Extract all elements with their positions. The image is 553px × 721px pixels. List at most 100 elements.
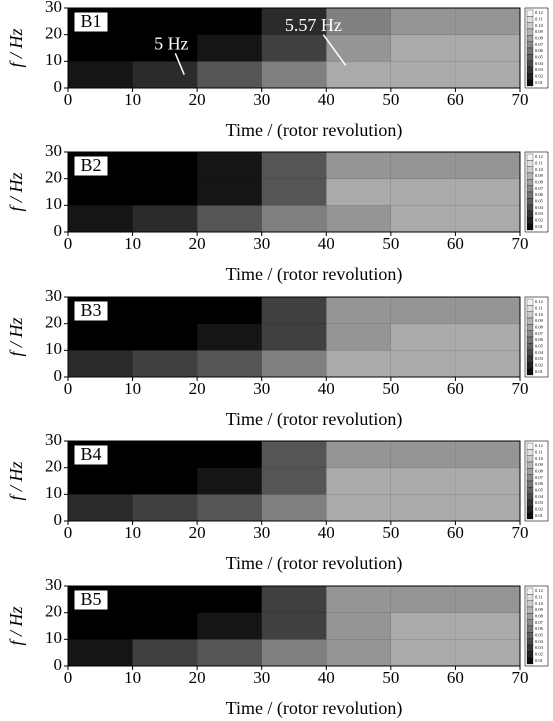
x-tick-label: 30 (253, 234, 270, 253)
colorbar-cell (526, 9, 534, 17)
heat-cell (326, 297, 391, 324)
heat-cell (68, 467, 133, 495)
colorbar-label: 0.02 (535, 507, 543, 512)
y-tick-label: 30 (45, 430, 62, 449)
y-tick-label: 0 (54, 366, 63, 385)
colorbar-label: 0.09 (535, 318, 544, 323)
x-tick-label: 50 (382, 523, 399, 542)
x-tick-label: 40 (318, 668, 335, 687)
heat-cell (261, 61, 327, 88)
colorbar-label: 0.08 (535, 36, 544, 41)
colorbar-label: 0.07 (535, 331, 544, 336)
y-tick-label: 10 (45, 339, 62, 358)
heat-cell (455, 586, 520, 613)
heat-cell (326, 205, 391, 232)
colorbar-label: 0.11 (535, 306, 543, 311)
colorbar-label: 0.07 (535, 620, 544, 625)
colorbar-label: 0.06 (535, 481, 544, 486)
colorbar-label: 0.11 (535, 450, 543, 455)
annotation-arrow (322, 34, 347, 66)
colorbar-label: 0.07 (535, 186, 544, 191)
colorbar-cell (526, 179, 534, 186)
y-axis-label: f / Hz (6, 606, 26, 645)
heat-cell (326, 178, 391, 206)
x-tick-label: 30 (253, 523, 270, 542)
x-tick-label: 10 (124, 523, 141, 542)
heat-cell (197, 61, 262, 88)
heat-cell (197, 612, 262, 640)
colorbar-cell (526, 16, 534, 23)
heat-cell (455, 8, 520, 35)
heat-cell (455, 152, 520, 179)
heat-cell (132, 350, 198, 377)
heat-cell (261, 350, 327, 377)
colorbar-cell (526, 198, 534, 205)
heat-cell (197, 639, 262, 666)
heat-cell (390, 205, 456, 232)
colorbar-cell (526, 185, 534, 193)
plot-frame (67, 151, 521, 233)
colorbar-label: 0.02 (535, 74, 543, 79)
heat-cell (68, 61, 133, 88)
colorbar-cell (526, 461, 534, 469)
heat-cell (455, 441, 520, 468)
x-tick-label: 0 (64, 234, 73, 253)
colorbar-cell (526, 349, 534, 357)
heat-cell (261, 639, 327, 666)
colorbar-cell (526, 324, 534, 331)
heat-cell (197, 467, 262, 495)
y-tick-label: 30 (45, 0, 62, 16)
colorbar-cell (526, 512, 534, 520)
colorbar-cell (526, 22, 534, 30)
colorbar-cell (526, 594, 534, 601)
x-tick-label: 20 (189, 523, 206, 542)
x-tick-label: 60 (447, 668, 464, 687)
annotation-arrow (174, 53, 185, 75)
x-axis-label: Time / (rotor revolution) (226, 553, 403, 574)
x-tick-label: 70 (512, 234, 529, 253)
colorbar-label: 0.10 (535, 167, 544, 172)
x-tick-label: 0 (64, 379, 73, 398)
colorbar-cell (526, 632, 534, 639)
heat-cell (197, 441, 262, 468)
heat-cell (390, 34, 456, 62)
heat-cell (455, 612, 520, 640)
colorbar-cell (526, 330, 534, 338)
colorbar-cell (526, 480, 534, 488)
heat-cell (455, 297, 520, 324)
colorbar-cell (526, 153, 534, 161)
heat-cell (455, 350, 520, 377)
colorbar-frame (524, 151, 549, 233)
x-tick-label: 50 (382, 668, 399, 687)
x-axis-label: Time / (rotor revolution) (226, 264, 403, 285)
colorbar-label: 0.09 (535, 462, 544, 467)
heat-cell (261, 152, 327, 179)
colorbar-cell (526, 619, 534, 627)
x-tick-label: 10 (124, 234, 141, 253)
heat-cell (390, 297, 456, 324)
heat-cell (132, 494, 198, 521)
heat-cell (197, 8, 262, 35)
heat-cell (68, 494, 133, 521)
x-tick-label: 40 (318, 90, 335, 109)
panel-label: B2 (80, 155, 101, 175)
colorbar-cell (526, 468, 534, 475)
colorbar-label: 0.05 (535, 488, 544, 493)
colorbar-cell (526, 172, 534, 180)
y-tick-label: 0 (54, 77, 63, 96)
heat-cell (132, 152, 198, 179)
y-tick-label: 10 (45, 483, 62, 502)
y-tick-label: 20 (45, 602, 62, 621)
colorbar-label: 0.01 (535, 658, 543, 663)
y-tick-label: 10 (45, 50, 62, 69)
colorbar-cell (526, 442, 534, 450)
colorbar-label: 0.02 (535, 363, 543, 368)
colorbar-cell (526, 644, 534, 652)
plot-frame (67, 7, 521, 89)
colorbar-cell (526, 191, 534, 199)
heat-cell (132, 612, 198, 640)
colorbar-label: 0.05 (535, 199, 544, 204)
colorbar-label: 0.01 (535, 80, 543, 85)
colorbar-cell (526, 336, 534, 344)
x-tick-label: 50 (382, 234, 399, 253)
